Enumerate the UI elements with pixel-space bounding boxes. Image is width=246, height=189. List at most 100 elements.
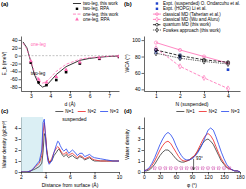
x-axis-title: N (suspended) xyxy=(176,101,209,107)
tick: 1 xyxy=(15,158,21,164)
axis-line xyxy=(144,118,145,173)
line xyxy=(156,43,228,64)
point xyxy=(178,56,181,61)
legend-swatch xyxy=(221,111,229,112)
point xyxy=(54,75,58,78)
annotation: suspended xyxy=(62,116,87,122)
legend-swatch xyxy=(76,8,78,10)
point xyxy=(37,77,41,80)
tick-mark xyxy=(142,172,145,173)
legend-swatch xyxy=(73,3,81,4)
line xyxy=(144,139,240,172)
tick-label: 4 xyxy=(138,125,141,131)
tick-label: 90 xyxy=(190,174,196,180)
tick-label: 8 xyxy=(94,174,97,180)
figure: 34567-80-60-40-2002040d (Å)E_b (meV)(a)o… xyxy=(0,0,246,189)
legend-label: Fowkes approach (this work) xyxy=(163,28,221,33)
line xyxy=(144,128,240,172)
tick: 40 xyxy=(135,86,144,92)
legend-item: two-leg, RPA xyxy=(76,6,109,11)
point xyxy=(152,166,157,171)
axis-line xyxy=(145,91,241,92)
tick-label: 1 xyxy=(15,158,18,164)
x-axis-title: φ (°) xyxy=(187,182,197,188)
tick-mark xyxy=(142,73,145,74)
legend-swatch xyxy=(78,111,86,112)
tick: 4 xyxy=(138,125,144,131)
legend-swatch xyxy=(153,19,161,20)
plot-area xyxy=(21,117,119,172)
tick-label: 80 xyxy=(135,54,141,60)
legend-label: two-leg, this work xyxy=(83,1,119,6)
legend-swatch xyxy=(199,111,207,112)
legend-item: N=1 xyxy=(176,109,195,114)
legend-label: N=2 xyxy=(88,109,97,114)
tick: 6 xyxy=(89,91,92,99)
point xyxy=(226,61,229,66)
point xyxy=(226,86,229,91)
legend-swatch xyxy=(153,30,161,31)
tick-label: 4 xyxy=(45,174,48,180)
tick-label: 4 xyxy=(15,125,18,131)
legend-item: quantum MD (this work) xyxy=(153,22,211,27)
tick-label: 10 xyxy=(117,174,123,180)
point xyxy=(117,54,119,57)
tick: 7 xyxy=(108,91,111,99)
y-axis-title: Water density (g/cm³) xyxy=(1,120,7,168)
y-axis: -80-60-40-2002040 xyxy=(10,37,21,92)
tick: 30 xyxy=(158,172,164,180)
tick-label: 1 xyxy=(138,158,141,164)
legend-item: N=2 xyxy=(199,109,218,114)
point xyxy=(195,166,200,171)
tick: 1 xyxy=(155,91,158,99)
point xyxy=(216,166,221,171)
point xyxy=(45,84,48,87)
line xyxy=(156,53,228,64)
legend: N=1N=2N=3 xyxy=(55,109,119,114)
legend-swatch xyxy=(75,17,79,20)
legend-swatch xyxy=(156,28,159,33)
tick-label: 150 xyxy=(220,174,229,180)
tick: 90 xyxy=(190,172,196,180)
tick: 40 xyxy=(12,37,21,43)
line xyxy=(144,134,240,173)
legend-item: classical MD (Taherian et al.) xyxy=(153,12,221,17)
tick-mark xyxy=(19,64,22,65)
legend-item: N=1 xyxy=(55,109,74,114)
tick-label: 3 xyxy=(138,136,141,142)
legend-label: one-leg, this work xyxy=(83,12,119,17)
tick-mark xyxy=(19,161,22,162)
tick: 4 xyxy=(15,125,21,131)
tick-label: 2 xyxy=(138,147,141,153)
panel: 030609012015018001234φ (°)Water density(… xyxy=(124,108,245,188)
legend-swatch xyxy=(156,17,159,22)
tick: 2 xyxy=(15,147,21,153)
tick: 5 xyxy=(69,91,72,99)
x-axis: 0306090120150180 xyxy=(143,172,245,180)
legend-item: classical MD (Wu and Aluru) xyxy=(153,17,220,22)
point xyxy=(222,166,227,171)
tick-label: 2 xyxy=(179,93,182,99)
tick-label: 30 xyxy=(158,174,164,180)
tick-label: 2 xyxy=(20,174,23,180)
tick: 4 xyxy=(227,91,230,99)
legend-swatch xyxy=(156,2,158,4)
tick-label: 0 xyxy=(15,169,18,175)
legend-item: N=3 xyxy=(221,109,240,114)
panel: 34567-80-60-40-2002040d (Å)E_b (meV)(a)o… xyxy=(1,1,122,107)
legend: two-leg, this worktwo-leg, RPAone-leg, t… xyxy=(73,1,119,22)
legend-label: one-leg, RPA xyxy=(83,17,109,22)
y-axis-title: WCA (°) xyxy=(124,54,130,72)
annotation: one-leg xyxy=(31,42,47,47)
panel: 1234406080100N (suspended)WCA (°)(b)Expt… xyxy=(124,1,241,107)
tick: 180 xyxy=(236,172,245,180)
legend-item: Expt. (HOPG) Li et al. xyxy=(156,6,207,11)
tick-label: -60 xyxy=(10,76,17,82)
point xyxy=(168,166,173,171)
tick-label: 0 xyxy=(143,174,146,180)
tick: 0 xyxy=(143,172,146,180)
point xyxy=(154,41,157,44)
tick-label: -40 xyxy=(10,68,17,74)
point xyxy=(202,59,205,64)
tick: -20 xyxy=(10,61,21,67)
